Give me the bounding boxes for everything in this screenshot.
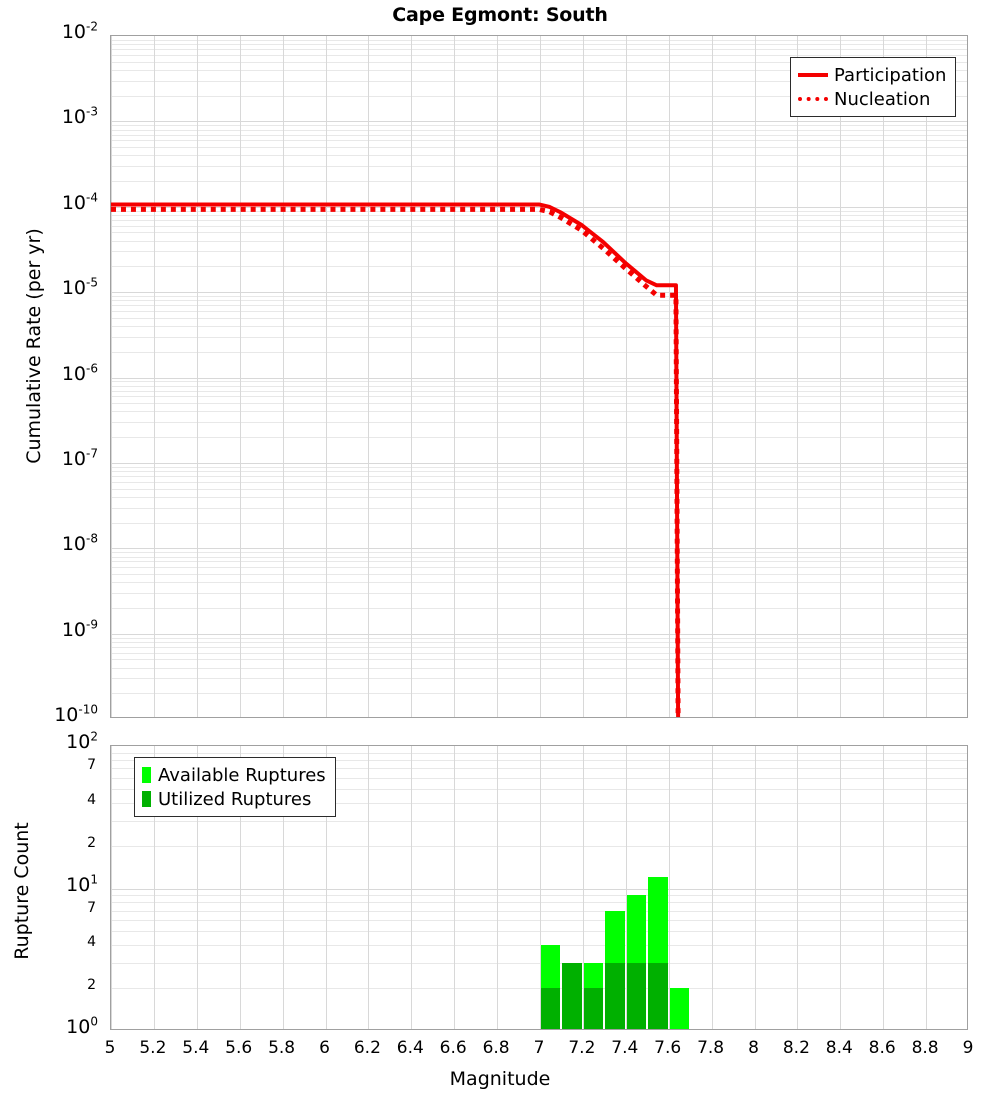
rate-curves xyxy=(111,202,681,717)
bottom-y-minor-tick: 4 xyxy=(87,934,96,951)
bar-utilized xyxy=(626,963,647,1029)
bottom-y-minor-tick: 4 xyxy=(87,791,96,808)
legend-item-utilized[interactable]: Utilized Ruptures xyxy=(142,787,326,811)
x-tick: 7.2 xyxy=(568,1038,596,1058)
top-y-tick: 10-6 xyxy=(61,361,98,385)
bottom-y-tick: 101 xyxy=(66,872,98,896)
top-y-tick: 10-7 xyxy=(61,446,98,470)
x-tick: 8.8 xyxy=(911,1038,939,1058)
x-tick: 7.4 xyxy=(611,1038,639,1058)
bar-utilized xyxy=(583,988,604,1029)
top-y-tick: 10-10 xyxy=(54,702,98,726)
legend-item-available[interactable]: Available Ruptures xyxy=(142,763,326,787)
x-tick: 5 xyxy=(104,1038,116,1058)
legend-label-participation: Participation xyxy=(834,64,947,86)
x-tick: 7.6 xyxy=(654,1038,682,1058)
bottom-y-minor-tick: 2 xyxy=(87,977,96,994)
legend-label-available: Available Ruptures xyxy=(158,764,326,786)
bar-utilized xyxy=(541,988,561,1029)
legend-item-nucleation[interactable]: Nucleation xyxy=(798,87,946,111)
rupture-bars xyxy=(111,746,967,1029)
x-tick: 8.2 xyxy=(782,1038,810,1058)
rupture-legend: Available Ruptures Utilized Ruptures xyxy=(134,757,336,817)
x-tick: 9 xyxy=(962,1038,974,1058)
curve-participation xyxy=(111,202,681,717)
bottom-plot-gridlines xyxy=(111,746,967,1029)
bottom-y-minor-tick: 2 xyxy=(87,834,96,851)
legend-label-nucleation: Nucleation xyxy=(834,88,931,110)
top-y-tick: 10-2 xyxy=(61,19,98,43)
curve-nucleation xyxy=(111,206,681,717)
available-color-icon xyxy=(142,767,151,783)
bar-utilized xyxy=(648,963,668,1029)
x-tick: 6.8 xyxy=(482,1038,510,1058)
utilized-color-icon xyxy=(142,791,151,807)
rate-legend: Participation Nucleation xyxy=(790,57,957,117)
rupture-count-plot xyxy=(110,745,968,1030)
x-tick: 6.6 xyxy=(439,1038,467,1058)
top-y-tick: 10-5 xyxy=(61,275,98,300)
x-tick: 8.6 xyxy=(868,1038,896,1058)
bottom-y-tick: 102 xyxy=(66,729,98,753)
cumulative-rate-plot xyxy=(110,35,968,718)
x-tick: 5.2 xyxy=(139,1038,167,1058)
top-plot-gridlines xyxy=(111,36,967,717)
x-tick: 6 xyxy=(319,1038,330,1058)
bar-utilized xyxy=(605,963,625,1029)
bottom-y-minor-tick: 7 xyxy=(87,899,96,916)
legend-item-participation[interactable]: Participation xyxy=(798,63,946,87)
x-tick: 5.6 xyxy=(225,1038,253,1058)
top-y-tick: 10-8 xyxy=(61,531,98,556)
x-tick: 8 xyxy=(748,1038,759,1058)
bar-available xyxy=(669,988,690,1029)
x-tick: 6.2 xyxy=(353,1038,381,1058)
page-title: Cape Egmont: South xyxy=(392,4,608,26)
top-y-tick: 10-9 xyxy=(61,617,98,641)
x-tick: 7 xyxy=(533,1038,545,1058)
x-tick: 5.4 xyxy=(182,1038,210,1058)
x-axis-label: Magnitude xyxy=(449,1068,551,1090)
top-y-tick: 10-3 xyxy=(61,105,98,129)
x-tick: 8.4 xyxy=(825,1038,853,1058)
x-tick: 7.8 xyxy=(697,1038,725,1058)
solid-line-icon xyxy=(798,73,828,77)
dotted-line-icon xyxy=(798,97,828,101)
bottom-y-minor-tick: 7 xyxy=(87,757,96,774)
bottom-y-tick: 100 xyxy=(66,1014,98,1038)
legend-label-utilized: Utilized Ruptures xyxy=(158,788,312,810)
x-tick: 5.8 xyxy=(268,1038,296,1058)
bar-utilized xyxy=(562,963,582,1029)
top-y-tick: 10-4 xyxy=(61,190,98,214)
x-tick: 6.4 xyxy=(396,1038,424,1058)
